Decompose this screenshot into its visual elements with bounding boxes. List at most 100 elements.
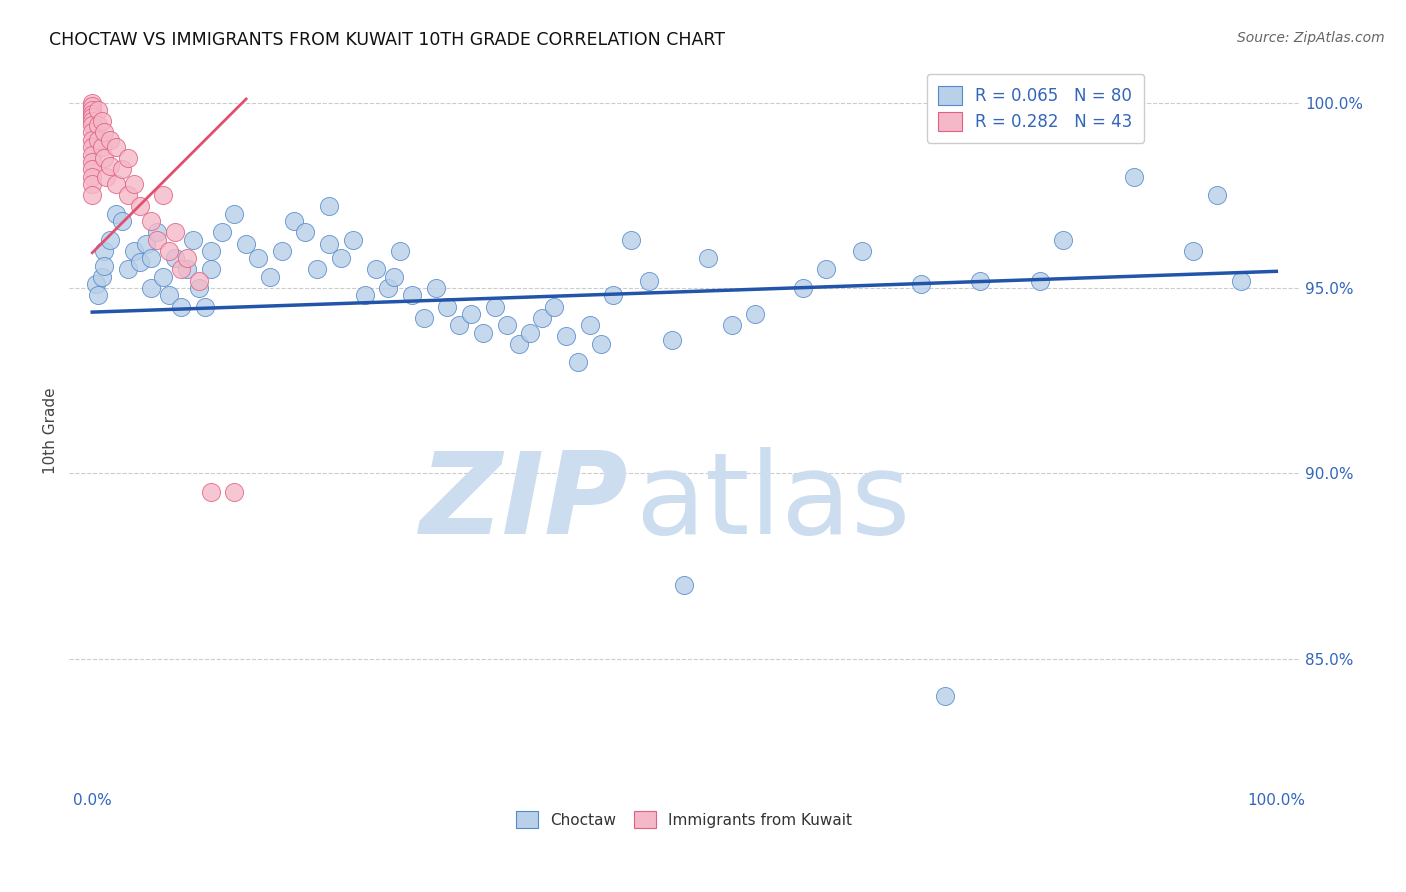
Text: CHOCTAW VS IMMIGRANTS FROM KUWAIT 10TH GRADE CORRELATION CHART: CHOCTAW VS IMMIGRANTS FROM KUWAIT 10TH G… <box>49 31 725 49</box>
Point <box>591 336 613 351</box>
Point <box>165 252 187 266</box>
Point <box>93 259 115 273</box>
Point <box>157 244 180 258</box>
Point <box>98 133 121 147</box>
Point <box>307 262 329 277</box>
Point <box>187 281 209 295</box>
Point <box>673 577 696 591</box>
Point <box>567 355 589 369</box>
Point <box>82 125 104 139</box>
Point <box>82 147 104 161</box>
Point <box>90 114 112 128</box>
Point <box>200 262 222 277</box>
Point <box>90 269 112 284</box>
Point <box>495 318 517 332</box>
Point <box>637 274 659 288</box>
Point <box>82 133 104 147</box>
Point <box>82 111 104 125</box>
Point <box>165 226 187 240</box>
Point <box>82 99 104 113</box>
Point <box>141 252 163 266</box>
Point <box>472 326 495 340</box>
Point <box>259 269 281 284</box>
Point <box>342 233 364 247</box>
Point <box>1230 274 1253 288</box>
Point <box>720 318 742 332</box>
Point <box>211 226 233 240</box>
Point <box>246 252 269 266</box>
Point <box>661 333 683 347</box>
Point <box>200 484 222 499</box>
Point <box>93 151 115 165</box>
Point <box>146 226 169 240</box>
Point <box>934 689 956 703</box>
Point <box>389 244 412 258</box>
Point <box>508 336 530 351</box>
Point <box>170 300 193 314</box>
Point <box>82 140 104 154</box>
Text: atlas: atlas <box>636 447 910 558</box>
Point <box>187 274 209 288</box>
Point <box>82 188 104 202</box>
Point <box>543 300 565 314</box>
Point <box>200 244 222 258</box>
Point <box>82 118 104 132</box>
Point <box>531 310 554 325</box>
Point <box>82 169 104 184</box>
Point <box>84 277 107 292</box>
Point <box>87 288 110 302</box>
Point <box>194 300 217 314</box>
Point <box>170 262 193 277</box>
Point <box>104 140 127 154</box>
Point <box>270 244 292 258</box>
Point <box>554 329 576 343</box>
Point <box>90 140 112 154</box>
Point <box>1052 233 1074 247</box>
Point <box>96 169 118 184</box>
Point <box>460 307 482 321</box>
Point <box>104 207 127 221</box>
Point <box>141 214 163 228</box>
Point <box>1028 274 1050 288</box>
Point <box>815 262 838 277</box>
Point <box>235 236 257 251</box>
Point <box>98 233 121 247</box>
Point <box>910 277 932 292</box>
Point <box>82 107 104 121</box>
Point <box>82 155 104 169</box>
Point <box>318 236 340 251</box>
Point <box>851 244 873 258</box>
Point <box>87 103 110 117</box>
Point <box>122 244 145 258</box>
Point <box>484 300 506 314</box>
Point <box>294 226 316 240</box>
Point <box>152 188 174 202</box>
Point <box>318 199 340 213</box>
Point <box>620 233 643 247</box>
Point <box>224 207 246 221</box>
Point <box>146 233 169 247</box>
Point <box>128 255 150 269</box>
Point <box>969 274 991 288</box>
Point <box>578 318 600 332</box>
Point <box>425 281 447 295</box>
Point <box>224 484 246 499</box>
Point <box>82 103 104 117</box>
Point <box>134 236 156 251</box>
Text: ZIP: ZIP <box>420 447 628 558</box>
Point <box>157 288 180 302</box>
Legend: Choctaw, Immigrants from Kuwait: Choctaw, Immigrants from Kuwait <box>510 805 858 835</box>
Point <box>792 281 814 295</box>
Point <box>744 307 766 321</box>
Point <box>382 269 405 284</box>
Point <box>1123 169 1146 184</box>
Point <box>111 162 134 177</box>
Point <box>87 118 110 132</box>
Point <box>602 288 624 302</box>
Point <box>1206 188 1229 202</box>
Point <box>329 252 352 266</box>
Point <box>117 262 139 277</box>
Point <box>122 178 145 192</box>
Point <box>1182 244 1205 258</box>
Point <box>93 244 115 258</box>
